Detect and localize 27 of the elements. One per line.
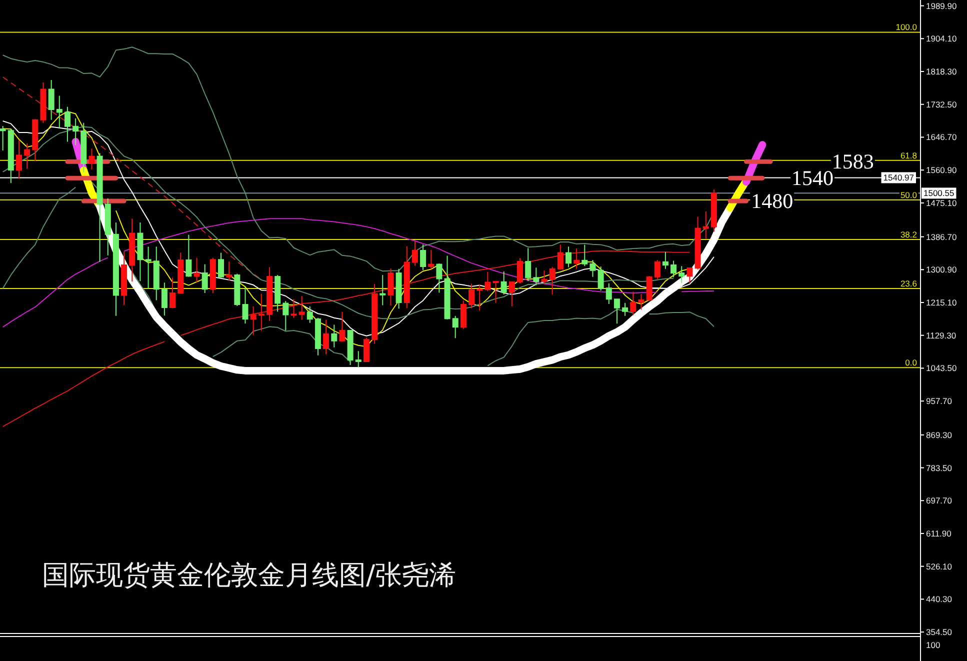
y-tick-label: 1215.10 [926,297,957,308]
y-tick-label: 1904.10 [926,34,957,44]
y-tick-label: 440.30 [926,594,952,604]
ref-line-label: 0.0 [904,358,918,368]
y-tick-label: 1386.70 [926,232,957,242]
y-tick-label: 869.30 [926,430,952,440]
ref-label: 1540.97 [881,172,916,184]
y-tick-label: 611.90 [926,528,952,538]
text: 国际现货黄金伦敦金月线图/张尧浠 [42,560,456,591]
y-tick-label: 1043.50 [926,363,957,374]
y-tick-label: 957.70 [926,396,952,406]
y-tick-label: 783.50 [926,462,952,473]
y-tick-label: 697.70 [926,496,952,506]
text: 100 [926,640,940,650]
y-tick-label: 354.50 [926,627,952,638]
y-tick-label: 1300.90 [926,264,957,275]
y-tick-label: 1475.10 [926,198,957,208]
y-tick-label: 1732.50 [926,99,957,110]
y-tick-label: 1646.70 [926,132,957,142]
y-tick-label: 1818.30 [926,66,957,76]
ref-line-label: 38.2 [899,230,918,240]
ref-line-label: 100.0 [894,22,918,32]
y-tick-label: 1560.90 [926,165,957,176]
ref-label: 1500.55 [922,188,956,199]
y-tick-label: 1129.30 [926,330,956,340]
y-tick-label: 1989.90 [926,0,957,11]
y-tick-label: 526.10 [926,561,952,572]
